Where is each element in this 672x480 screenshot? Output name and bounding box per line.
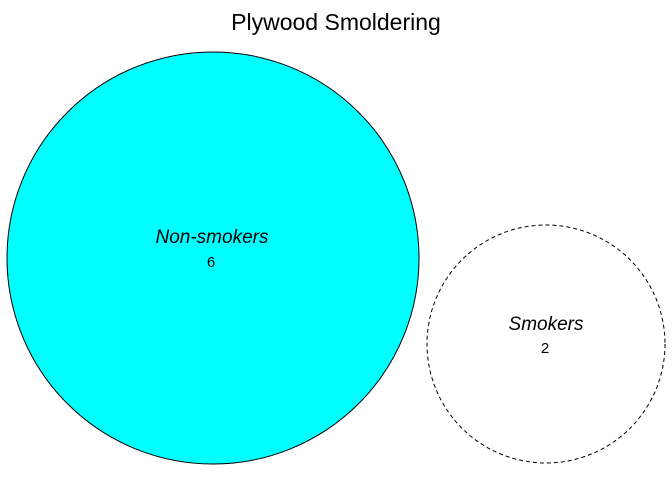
non-smokers-count: 6 bbox=[207, 254, 215, 271]
smokers-circle bbox=[426, 224, 666, 464]
set-non-smokers: Non-smokers 6 bbox=[6, 51, 420, 465]
non-smokers-circle bbox=[6, 51, 420, 465]
non-smokers-label: Non-smokers bbox=[156, 227, 269, 248]
diagram-title: Plywood Smoldering bbox=[231, 9, 441, 35]
set-smokers: Smokers 2 bbox=[426, 224, 666, 464]
smokers-label: Smokers bbox=[509, 314, 584, 335]
smokers-count: 2 bbox=[541, 340, 549, 357]
